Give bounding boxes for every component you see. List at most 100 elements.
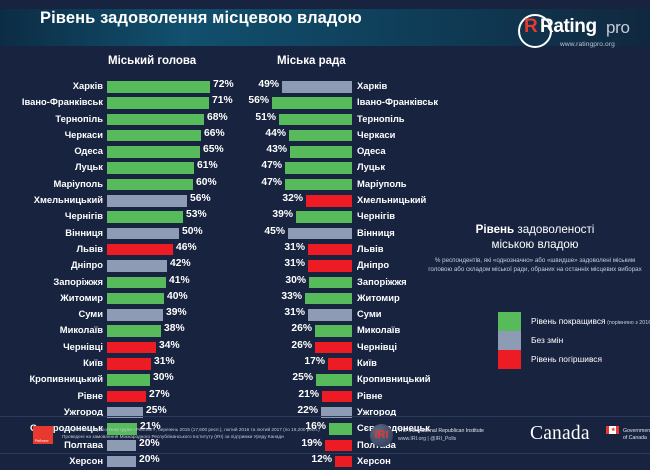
council-bar	[328, 358, 352, 370]
chart-row: Хмельницький 56% 32% Хмельницький	[0, 193, 650, 209]
mayor-value-label: 60%	[196, 176, 217, 188]
mayor-bar-track	[107, 406, 210, 419]
chart-row: Запоріжжя 41% 30% Запоріжжя	[0, 275, 650, 291]
mayor-bar-track	[107, 358, 210, 370]
mayor-city-label: Чернігів	[64, 210, 103, 222]
chart-row: Миколаїв 38% 26% Миколаїв	[0, 323, 650, 339]
council-bar	[322, 390, 352, 403]
council-value-label: 12%	[311, 453, 332, 465]
column-heading-mayor: Міський голова	[108, 55, 197, 67]
mayor-bar-track	[107, 325, 210, 337]
legend-label-text: Без змін	[531, 335, 564, 345]
ratingpro-logo: R Rating pro www.ratingpro.org	[510, 12, 642, 59]
council-bar-track	[249, 276, 352, 289]
council-bar-track	[249, 178, 352, 191]
methodology-line-2: Проведені на замовлення Міжнародного Рес…	[62, 434, 284, 440]
iri-globe-icon: IRI	[370, 424, 393, 447]
mayor-bar	[107, 178, 193, 191]
panel-title-line2: міською владою	[491, 238, 579, 251]
mayor-city-label: Хмельницький	[33, 194, 103, 206]
mayor-city-label: Сєвєродонецьк	[30, 422, 103, 434]
council-city-label: Вінниця	[357, 226, 395, 238]
chart-row: Кропивницький 30% 25% Кропивницький	[0, 372, 650, 388]
council-city-label: Сєвєродонецьк	[357, 422, 430, 434]
methodology-text: Опитування Соціологічної групи «Рейтинг»…	[62, 426, 337, 441]
mayor-value-label: 56%	[190, 193, 211, 205]
council-city-label: Житомир	[357, 291, 400, 303]
council-city-label: Ужгород	[357, 405, 397, 417]
mayor-value-label: 41%	[169, 274, 190, 286]
legend-swatch	[498, 331, 521, 350]
council-bar-track	[249, 374, 352, 386]
mayor-city-label: Луцьк	[74, 161, 103, 173]
council-bar	[325, 439, 352, 452]
chart-row: Івано-Франківськ 71% 56% Івано-Франківськ	[0, 95, 650, 111]
mayor-city-label: Харків	[72, 80, 103, 91]
mayor-city-label: Одеса	[74, 145, 103, 157]
council-value-label: 26%	[291, 323, 312, 335]
rating-footer-logo-text: Рейтинг	[35, 439, 49, 443]
logo-url: www.ratingpro.org	[560, 41, 615, 48]
council-city-label: Львів	[357, 242, 384, 254]
council-city-label: Суми	[357, 308, 382, 320]
chart-row: Одеса 65% 43% Одеса	[0, 144, 650, 160]
iri-name: The International Republican Institute	[398, 428, 484, 434]
canada-gov-line-1: Government	[623, 428, 650, 434]
council-city-label: Черкаси	[357, 128, 396, 140]
mayor-city-label: Кропивницький	[29, 373, 103, 385]
mayor-city-label: Чернівці	[63, 340, 103, 352]
info-panel: Рівень задоволеності міською владою % ре…	[420, 222, 650, 369]
mayor-bar	[107, 406, 143, 419]
logo-suffix: pro	[606, 18, 630, 37]
panel-description: % респондентів, які «однозначно» або «шв…	[428, 257, 642, 273]
council-bar-track	[249, 390, 352, 403]
council-city-label: Івано-Франківськ	[357, 96, 439, 108]
council-value-label: 32%	[282, 193, 303, 205]
council-bar-track	[249, 439, 352, 452]
council-city-label: Одеса	[357, 145, 386, 157]
canada-wordmark: Canada	[530, 423, 590, 444]
mayor-city-label: Черкаси	[64, 128, 103, 140]
chart-row: Ужгород 25% 22% Ужгород	[0, 405, 650, 421]
mayor-city-label: Івано-Франківськ	[21, 96, 103, 108]
mayor-bar	[107, 195, 187, 207]
mayor-bar	[107, 162, 194, 174]
council-value-label: 33%	[281, 290, 302, 302]
logo-circle-icon	[518, 14, 552, 48]
mayor-city-label: Ужгород	[63, 405, 103, 417]
council-value-label: 19%	[301, 437, 322, 449]
mayor-value-label: 21%	[140, 421, 161, 433]
mayor-bar-track	[107, 195, 210, 207]
council-city-label: Кропивницький	[357, 373, 431, 385]
council-bar	[329, 423, 352, 435]
canada-logo: Canada ★ Government of Canada	[530, 421, 650, 449]
council-bar-track	[249, 227, 352, 240]
council-value-label: 17%	[304, 356, 325, 368]
mayor-bar	[107, 260, 167, 272]
legend-swatch	[498, 350, 521, 369]
council-bar	[306, 195, 352, 207]
mayor-bar-track	[107, 146, 210, 158]
mayor-bar-track	[107, 423, 210, 435]
mayor-bar-track	[107, 97, 210, 109]
council-bar-track	[249, 211, 352, 223]
mayor-value-label: 27%	[149, 388, 170, 400]
mayor-city-label: Рівне	[77, 389, 104, 401]
mayor-value-label: 61%	[197, 160, 218, 172]
mayor-value-label: 31%	[154, 356, 175, 368]
council-value-label: 26%	[291, 339, 312, 351]
council-bar	[305, 292, 352, 305]
mayor-bar	[107, 211, 183, 223]
mayor-value-label: 42%	[170, 258, 191, 270]
council-value-label: 31%	[284, 241, 305, 253]
mayor-city-label: Херсон	[69, 454, 103, 466]
council-bar-track	[249, 325, 352, 337]
legend-label: Рівень погіршився	[531, 354, 602, 364]
chart-row: Чернівці 34% 26% Чернівці	[0, 340, 650, 356]
legend-label: Без змін	[531, 335, 563, 345]
council-value-label: 21%	[298, 388, 319, 400]
council-city-label: Маріуполь	[357, 177, 407, 189]
council-bar-track	[249, 292, 352, 305]
legend-swatch	[498, 312, 521, 331]
council-bar	[315, 341, 352, 354]
